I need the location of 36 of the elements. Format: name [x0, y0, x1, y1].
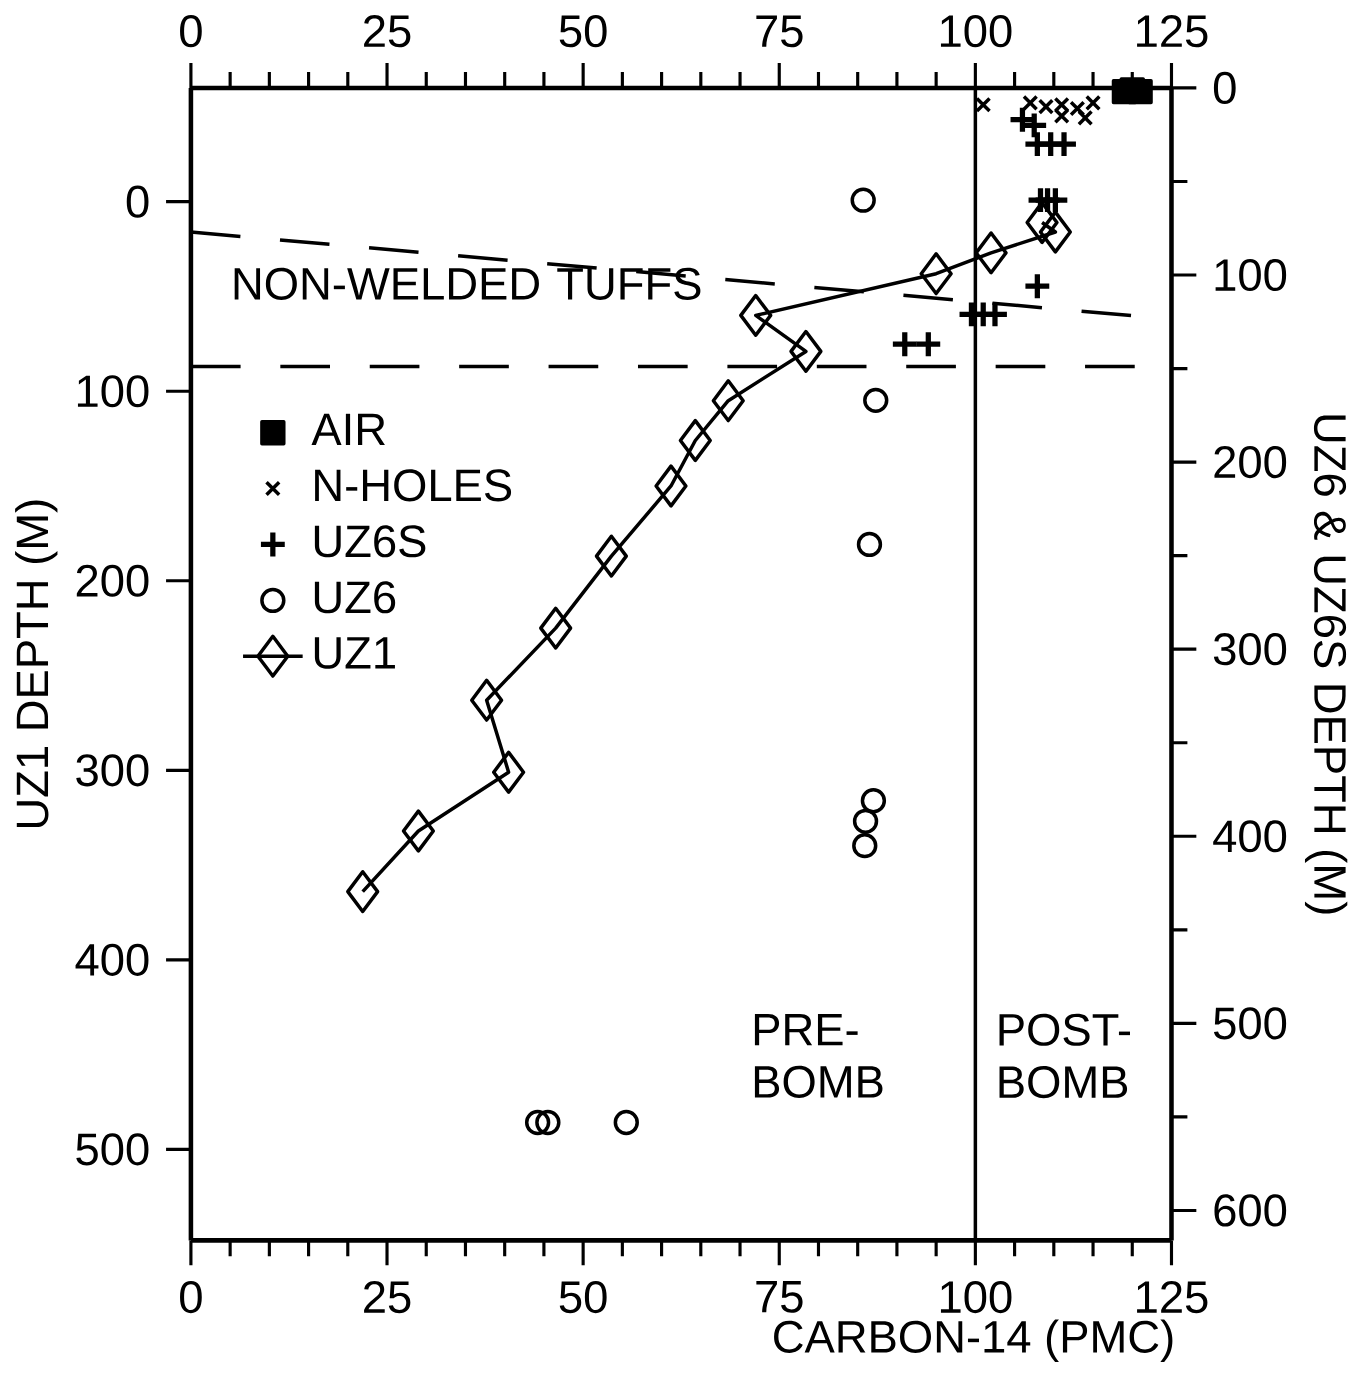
y-tick-label: 200	[76, 564, 149, 597]
x-tick-label: 25	[364, 15, 411, 48]
y-axis-title: UZ1 DEPTH (M)	[15, 500, 58, 828]
y-tick-label: 300	[76, 754, 149, 787]
x2-tick-label: 75	[756, 1281, 803, 1313]
annotation: PRE- BOMB	[754, 1013, 883, 1099]
y2-tick-label: 500	[1213, 1007, 1287, 1040]
x2-tick-label: 125	[1136, 1281, 1208, 1314]
x-tick-label: 75	[756, 15, 803, 48]
x2-tick-label: 25	[364, 1281, 411, 1314]
y2-tick-label: 600	[1214, 1194, 1287, 1227]
x-tick-label: 100	[940, 15, 1012, 48]
x-tick-label: 50	[559, 15, 607, 48]
annotation: POST- BOMB	[999, 1013, 1130, 1099]
y2-tick-label: 0	[1213, 71, 1236, 104]
x-axis-title: CARBON-14 (PMC)	[773, 1319, 1173, 1362]
y-tick-label: 100	[77, 375, 149, 408]
y-tick-label: 500	[76, 1133, 149, 1166]
y2-axis-title: UZ6 & UZ6S DEPTH (M)	[1304, 415, 1348, 914]
x2-tick-label: 50	[559, 1281, 607, 1314]
legend-label: N-HOLES	[315, 469, 511, 502]
y2-tick-label: 300	[1213, 633, 1287, 666]
x2-tick-label: 0	[179, 1281, 202, 1314]
legend-label: UZ1	[314, 637, 395, 669]
y-tick-label: 400	[75, 943, 149, 976]
legend-label: AIR	[311, 413, 385, 446]
x2-tick-label: 100	[940, 1281, 1012, 1314]
y2-tick-label: 100	[1215, 258, 1287, 292]
y2-tick-label: 400	[1213, 820, 1287, 853]
y-tick-label: 0	[126, 185, 149, 218]
x-tick-label: 125	[1136, 15, 1208, 48]
legend-label: UZ6S	[314, 525, 426, 558]
x-tick-label: 0	[179, 15, 202, 48]
legend-label: UZ6	[314, 581, 396, 614]
y2-tick-label: 200	[1214, 446, 1287, 479]
annotation: NON-WELDED TUFFS	[234, 267, 701, 300]
